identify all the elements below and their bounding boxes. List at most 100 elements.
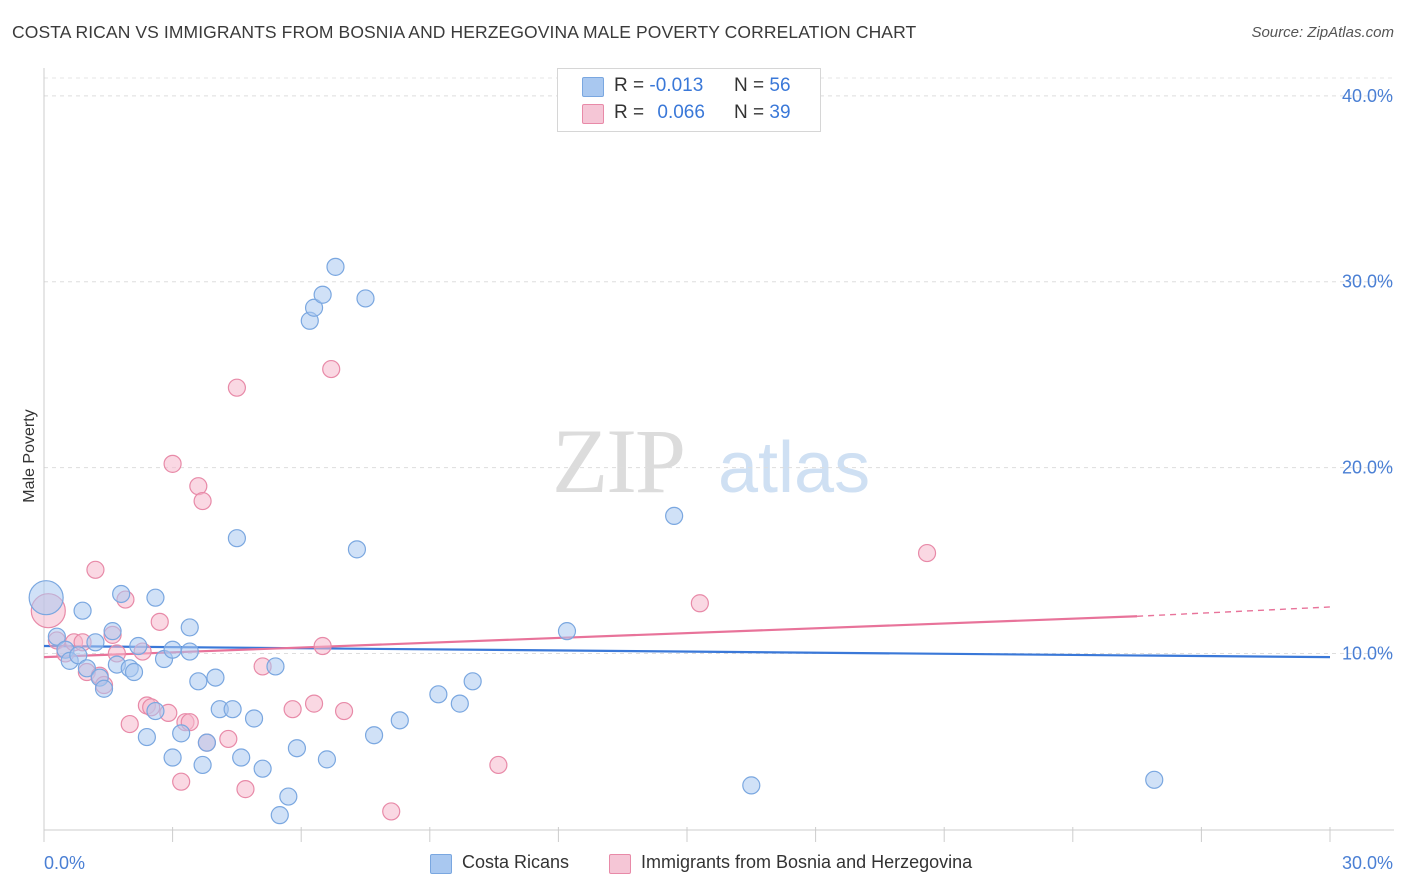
- point-costa-ricans: [429, 685, 448, 704]
- trend-line-costa-ricans: [43, 644, 1331, 659]
- point-costa-ricans: [163, 640, 182, 659]
- point-costa-ricans: [317, 750, 337, 769]
- point-costa-ricans: [557, 622, 577, 641]
- trend-lines: [43, 606, 1331, 659]
- correlation-legend: R = -0.013 N = 56 R = 0.066 N = 39: [557, 68, 821, 132]
- legend-r: R = 0.066: [614, 102, 705, 124]
- point-costa-ricans: [103, 622, 122, 641]
- point-costa-ricans: [94, 679, 114, 698]
- y-axis-label: Male Poverty: [21, 409, 38, 502]
- point-costa-ricans: [270, 806, 289, 825]
- y-tick-label: 30.0%: [1342, 272, 1393, 292]
- grid-lines: [44, 77, 1394, 654]
- watermark-zip: ZIP: [552, 410, 684, 512]
- y-tick-label: 40.0%: [1342, 86, 1393, 106]
- point-costa-ricans: [124, 662, 144, 682]
- point-costa-ricans: [73, 601, 92, 620]
- point-costa-ricans: [304, 298, 324, 317]
- point-costa-ricans: [189, 672, 208, 691]
- point-costa-ricans: [313, 285, 332, 304]
- point-bosnia: [86, 560, 105, 579]
- trend-line-bosnia-extension: [1137, 606, 1331, 617]
- point-bosnia: [313, 636, 332, 656]
- point-costa-ricans: [197, 733, 216, 752]
- point-costa-ricans: [163, 748, 182, 767]
- point-costa-ricans: [665, 506, 684, 526]
- legend-label: Immigrants from Bosnia and Herzegovina: [641, 852, 973, 872]
- legend-n-label: N =: [734, 75, 765, 96]
- point-costa-ricans: [253, 759, 272, 778]
- source-credit: Source: ZipAtlas.com: [1251, 24, 1394, 41]
- point-costa-ricans: [227, 529, 246, 548]
- axes: [43, 68, 1394, 842]
- y-tick-label: 10.0%: [1342, 643, 1393, 663]
- point-costa-ricans: [180, 642, 199, 661]
- point-bosnia: [120, 714, 139, 734]
- point-costa-ricans: [28, 580, 64, 616]
- legend-swatch-blue: [582, 77, 604, 97]
- point-costa-ricans: [279, 787, 298, 806]
- point-costa-ricans: [69, 646, 88, 665]
- legend-r: R = -0.013: [614, 75, 703, 97]
- point-costa-ricans: [463, 672, 482, 691]
- point-bosnia: [334, 701, 354, 721]
- point-costa-ricans: [146, 588, 165, 607]
- point-costa-ricans: [287, 739, 307, 758]
- point-bosnia: [489, 755, 508, 775]
- point-bosnia: [304, 694, 324, 713]
- point-costa-ricans: [244, 709, 264, 728]
- point-costa-ricans: [266, 657, 285, 676]
- legend-n: N = 56: [734, 75, 791, 97]
- point-costa-ricans: [450, 694, 469, 713]
- tick-labels: 10.0% 20.0% 30.0% 40.0% 0.0% 30.0%: [44, 86, 1393, 873]
- point-costa-ricans: [1145, 770, 1164, 789]
- point-costa-ricans: [364, 726, 384, 745]
- point-costa-ricans: [206, 668, 225, 687]
- legend-swatch-blue: [430, 854, 452, 874]
- chart-title: COSTA RICAN VS IMMIGRANTS FROM BOSNIA AN…: [12, 22, 917, 42]
- series-legend: Costa Ricans Immigrants from Bosnia and …: [0, 852, 1406, 878]
- legend-r-value: 0.066: [657, 102, 705, 123]
- point-bosnia: [322, 359, 341, 379]
- point-costa-ricans: [146, 701, 165, 721]
- point-costa-ricans: [137, 727, 156, 747]
- point-bosnia: [283, 700, 302, 719]
- point-bosnia: [163, 454, 182, 473]
- legend-r-label: R =: [614, 102, 645, 123]
- legend-n-value: 39: [769, 102, 791, 123]
- point-costa-ricans: [742, 776, 761, 795]
- point-bosnia: [172, 772, 191, 791]
- point-costa-ricans: [112, 584, 131, 604]
- point-costa-ricans: [180, 618, 199, 637]
- point-costa-ricans: [326, 257, 345, 276]
- point-costa-ricans: [77, 659, 96, 678]
- point-bosnia: [150, 612, 169, 631]
- trend-line-bosnia: [43, 615, 1138, 659]
- point-bosnia: [236, 780, 255, 799]
- point-bosnia: [382, 802, 401, 821]
- point-costa-ricans: [232, 748, 251, 767]
- legend-n-label: N =: [734, 102, 765, 123]
- legend-n-value: 56: [769, 75, 791, 96]
- point-costa-ricans: [347, 540, 367, 559]
- x-tick-label: 30.0%: [1342, 853, 1393, 873]
- point-costa-ricans: [390, 711, 409, 730]
- y-tick-label: 20.0%: [1342, 458, 1393, 478]
- point-costa-ricans: [172, 724, 191, 743]
- data-points: [28, 257, 1164, 825]
- watermark: ZIP atlas: [552, 410, 870, 512]
- point-costa-ricans: [129, 636, 148, 656]
- legend-r-label: R =: [614, 75, 645, 96]
- point-bosnia: [690, 594, 709, 613]
- point-bosnia: [193, 491, 212, 511]
- legend-r-value: -0.013: [649, 75, 704, 96]
- x-tick-label: 0.0%: [44, 853, 85, 873]
- point-bosnia: [917, 543, 937, 563]
- legend-swatch-pink: [582, 104, 604, 124]
- legend-swatch-pink: [609, 854, 631, 874]
- point-costa-ricans: [356, 289, 375, 308]
- legend-label: Costa Ricans: [462, 852, 570, 872]
- point-bosnia: [219, 729, 238, 749]
- point-bosnia: [227, 378, 246, 397]
